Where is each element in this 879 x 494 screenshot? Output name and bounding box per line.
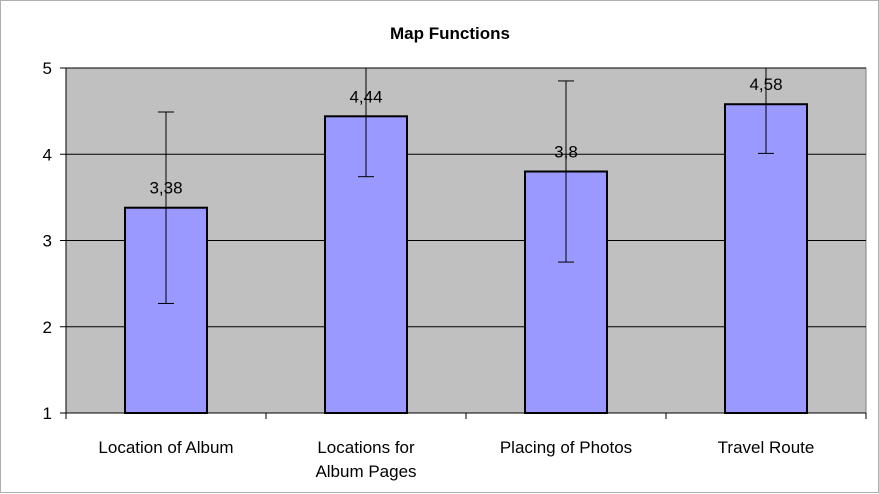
x-category-label: Location of Album — [98, 438, 233, 457]
x-category-label: Locations for — [317, 438, 415, 457]
y-tick-label: 3 — [43, 232, 52, 251]
data-label: 3,8 — [554, 143, 578, 162]
y-tick-label: 5 — [43, 59, 52, 78]
x-category-label: Album Pages — [315, 462, 416, 481]
data-label: 4,44 — [349, 87, 382, 106]
x-category-label: Placing of Photos — [500, 438, 632, 457]
bar — [724, 103, 808, 414]
data-label: 3,38 — [149, 179, 182, 198]
y-tick-label: 4 — [43, 145, 52, 164]
chart-title: Map Functions — [390, 24, 510, 43]
y-tick-label: 1 — [43, 404, 52, 423]
y-tick-label: 2 — [43, 318, 52, 337]
data-label: 4,58 — [749, 75, 782, 94]
x-category-label: Travel Route — [718, 438, 815, 457]
